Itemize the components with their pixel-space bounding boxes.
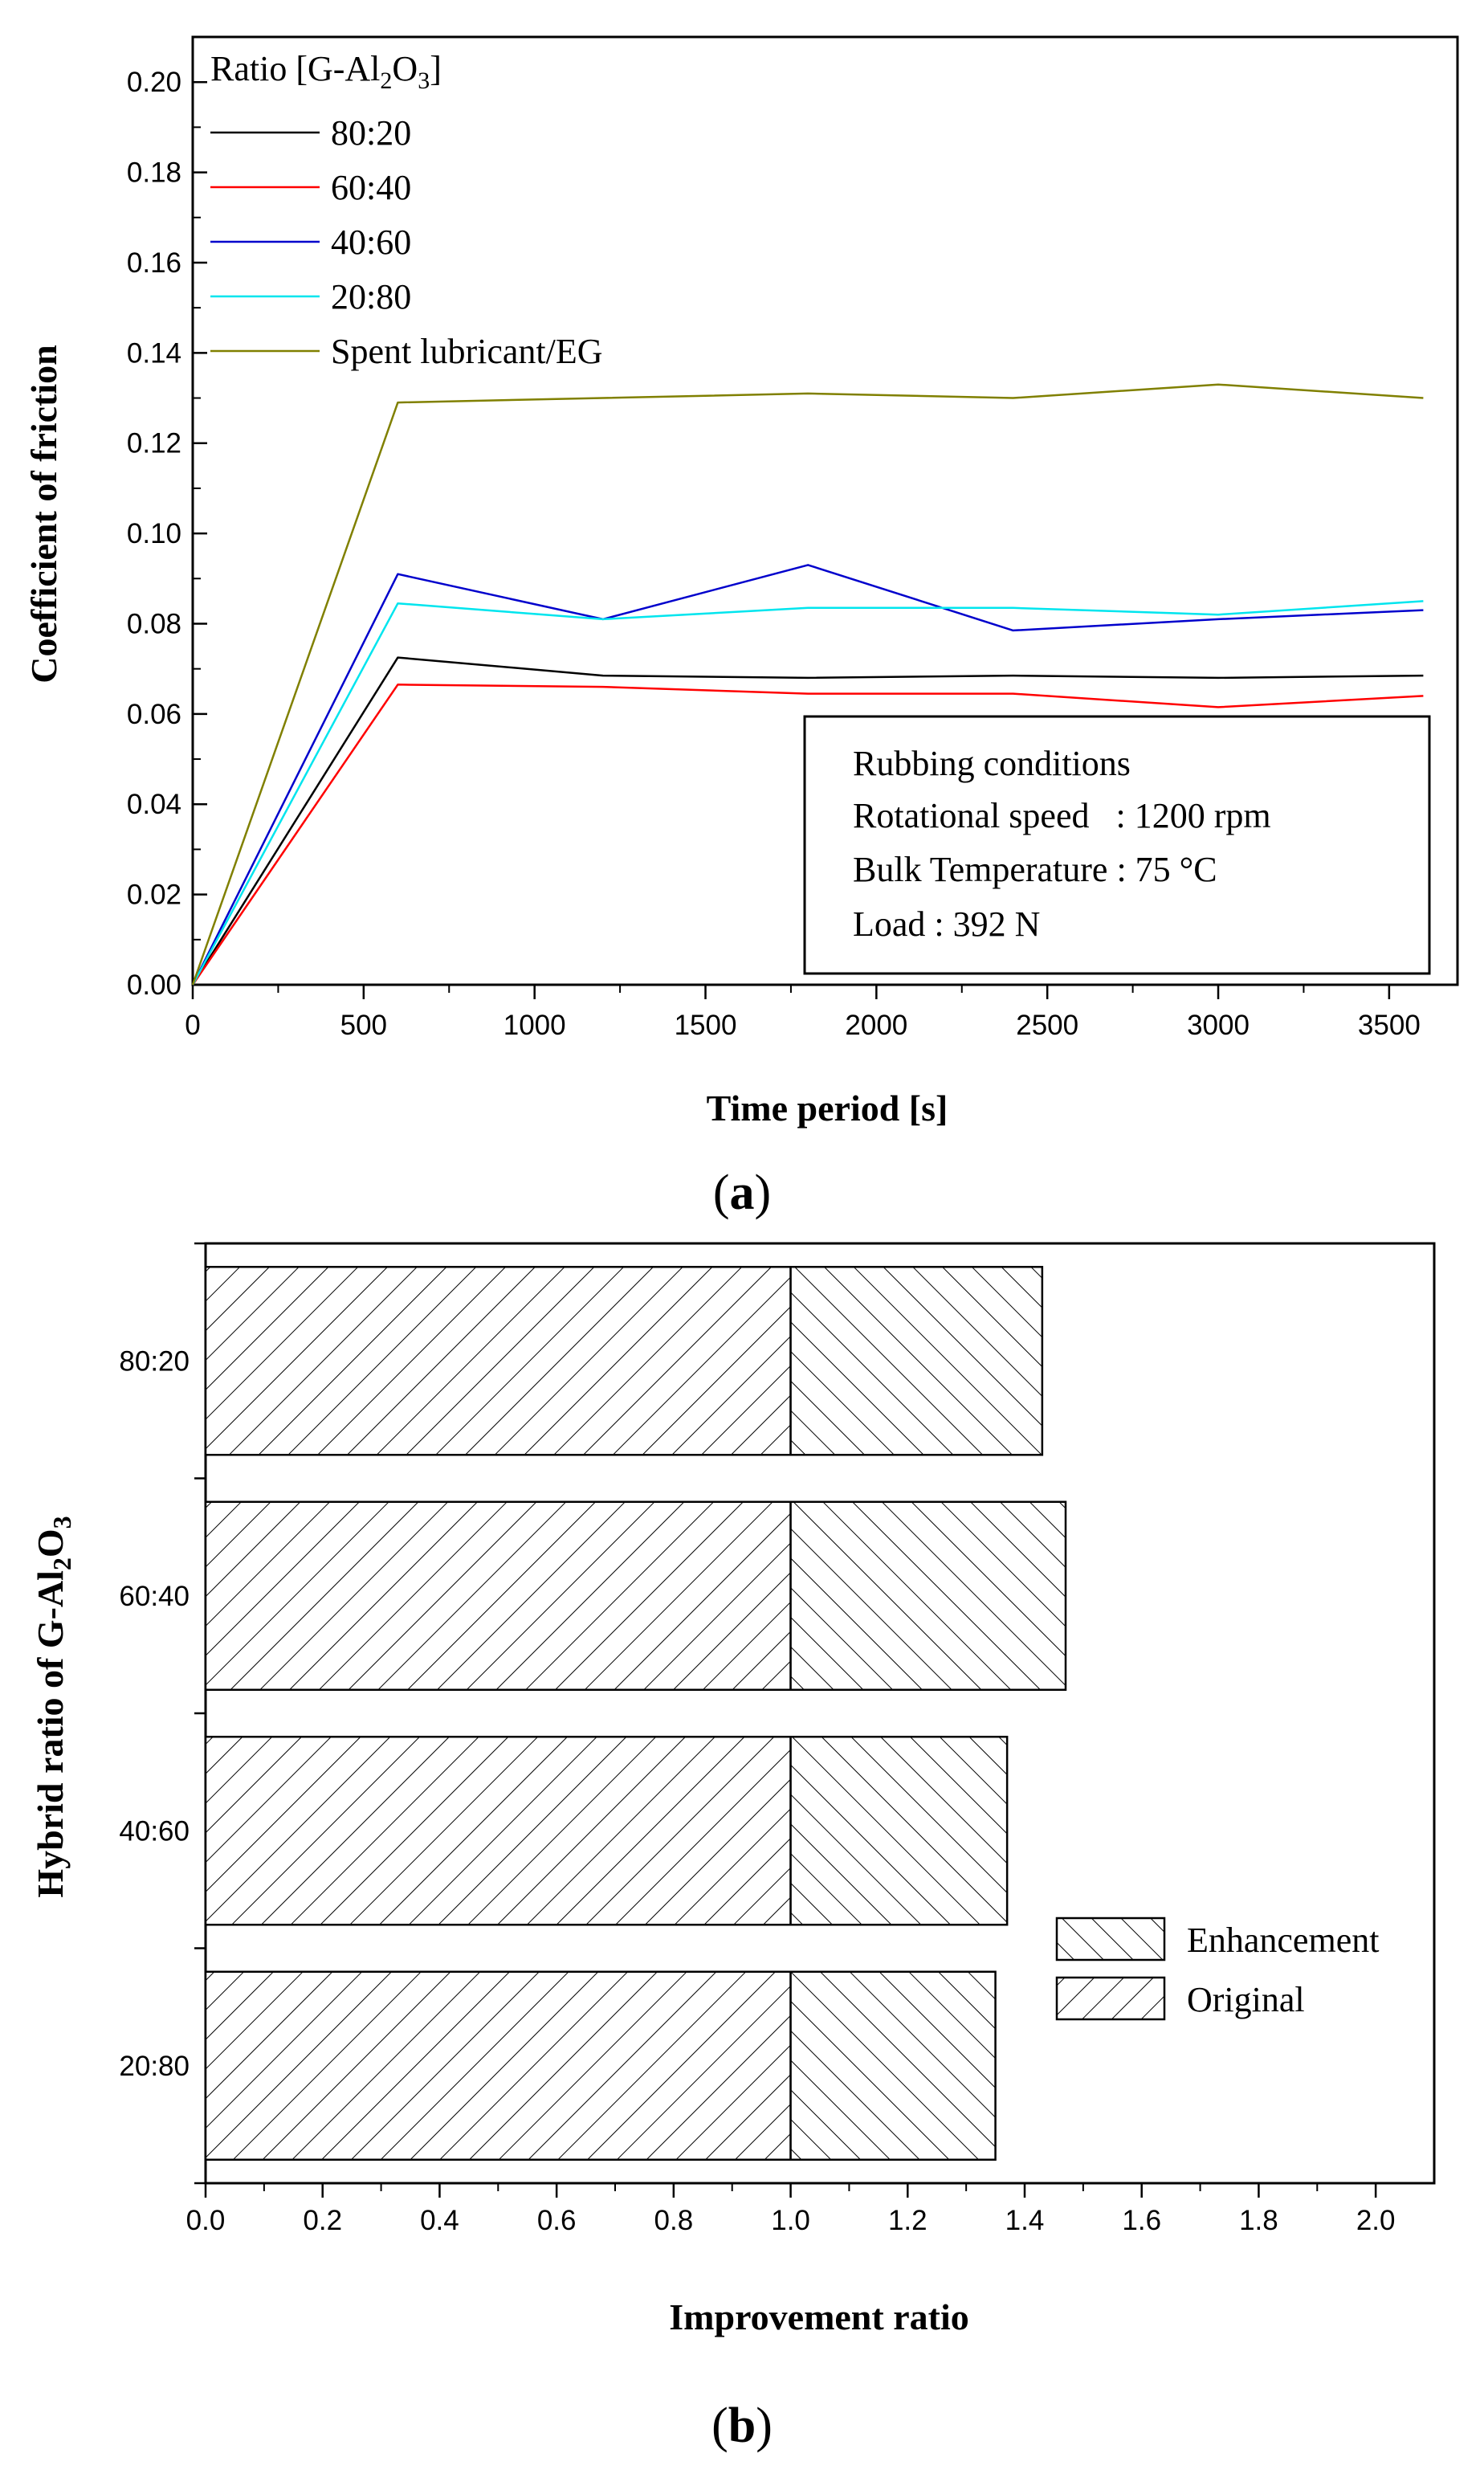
bar-enhancement-20-80: [789, 1970, 997, 2161]
legend-swatch-enhancement: [1055, 1917, 1166, 1961]
bar-original-20-80: [204, 1970, 792, 2161]
legend-label: 80:20: [331, 113, 411, 153]
y-tick-label: 0.00: [127, 969, 181, 1001]
chart-a-legend: Ratio [G-Al2O3] 80:20 60:40 40:60 20:80 Spen…: [210, 49, 603, 371]
bar-original-40-60: [204, 1736, 792, 1926]
legend-swatch-original: [1055, 1976, 1166, 2021]
chart-b-y-axis: 80:20 60:40 40:60 20:80: [119, 1242, 206, 2185]
x-tick-label: 1.8: [1239, 2205, 1278, 2236]
legend-label-original: Original: [1187, 1980, 1305, 2019]
x-tick-label: 1.6: [1122, 2205, 1161, 2236]
x-tick-label: 0.8: [654, 2205, 694, 2236]
y-tick-label: 0.16: [127, 247, 181, 279]
x-tick-label: 0.4: [420, 2205, 459, 2236]
rubbing-heading: Rubbing conditions: [853, 744, 1131, 783]
chart-b: 0.0 0.2 0.4 0.6 0.8 1.0 1.2 1.4 1.6 1.8 2.0 80:20 6…: [30, 1242, 1436, 2453]
y-tick-label: 0.02: [127, 880, 181, 911]
legend-title: Ratio [G-Al2O3]: [210, 49, 442, 94]
category-label: 40:60: [119, 1815, 190, 1847]
series-line-40-60: [191, 564, 1424, 986]
chart-b-x-axis-title: Improvement ratio: [669, 2296, 968, 2337]
panel-label-b: (b): [711, 2398, 773, 2453]
y-tick-label: 0.12: [127, 428, 181, 459]
legend-label-enhancement: Enhancement: [1187, 1921, 1379, 1960]
x-tick-label: 3000: [1187, 1010, 1250, 1041]
rubbing-load: Load : 392 N: [853, 904, 1040, 944]
chart-b-legend: Enhancement Original: [1055, 1917, 1379, 2021]
x-tick-label: 1.0: [771, 2205, 810, 2236]
category-label: 80:20: [119, 1345, 190, 1377]
chart-b-x-axis: 0.0 0.2 0.4 0.6 0.8 1.0 1.2 1.4 1.6 1.8 2.0: [186, 2183, 1396, 2236]
chart-b-bars: [204, 1266, 1067, 2161]
y-tick-label: 0.10: [127, 518, 181, 549]
rubbing-speed: Rotational speed : 1200 rpm: [853, 796, 1271, 835]
rubbing-conditions-box: Rubbing conditions Rotational speed : 12…: [803, 715, 1431, 975]
bar-enhancement-60-40: [789, 1500, 1067, 1691]
bar-enhancement-80-20: [789, 1266, 1044, 1456]
series-line-20-80: [191, 600, 1424, 986]
chart-a-series: [191, 383, 1424, 986]
y-tick-label: 0.08: [127, 608, 181, 639]
y-tick-label: 0.14: [127, 337, 181, 369]
x-tick-label: 0.0: [186, 2205, 226, 2236]
x-tick-label: 1000: [503, 1010, 566, 1041]
chart-a-plot-frame: [191, 35, 1459, 986]
chart-b-y-axis-title: Hybrid ratio of G-Al2O3: [30, 1516, 76, 1897]
series-line-60-40: [191, 684, 1424, 986]
x-tick-label: 1.2: [888, 2205, 928, 2236]
x-tick-label: 2.0: [1356, 2205, 1396, 2236]
panel-label-a-letter: a: [730, 1165, 755, 1220]
x-tick-label: 0: [185, 1010, 200, 1041]
y-tick-label: 0.06: [127, 699, 181, 730]
x-tick-label: 0.6: [537, 2205, 577, 2236]
chart-a: 0.00 0.02 0.04 0.06 0.08 0.10 0.12 0.14 0.16 0.18…: [23, 35, 1459, 1220]
rubbing-temperature: Bulk Temperature : 75 °C: [853, 850, 1217, 889]
legend-label: 20:80: [331, 277, 411, 316]
category-label: 20:80: [119, 2051, 190, 2082]
x-tick-label: 1.4: [1005, 2205, 1045, 2236]
chart-a-x-axis: 0 500 1000 1500 2000 2500 3000 3500: [185, 985, 1421, 1041]
rubbing-conditions-frame: [803, 715, 1431, 975]
series-line-spent-lubricant-eg: [191, 383, 1424, 986]
y-tick-label: 0.04: [127, 789, 181, 820]
series-line-80-20: [191, 656, 1424, 986]
bar-original-80-20: [204, 1266, 792, 1456]
legend-label: Spent lubricant/EG: [331, 332, 603, 371]
x-tick-label: 2000: [845, 1010, 907, 1041]
legend-items: 80:20 60:40 40:60 20:80 Spent lubricant/EG: [210, 113, 603, 371]
x-tick-label: 2500: [1016, 1010, 1078, 1041]
panel-label-a: (a): [713, 1165, 771, 1220]
y-tick-label: 0.20: [127, 67, 181, 98]
chart-a-x-axis-title: Time period [s]: [707, 1088, 948, 1129]
y-tick-label: 0.18: [127, 157, 181, 189]
panel-label-b-letter: b: [728, 2398, 756, 2453]
chart-a-y-axis-title: Coefficient of friction: [23, 345, 64, 684]
chart-a-y-axis: 0.00 0.02 0.04 0.06 0.08 0.10 0.12 0.14 0.16 0.18…: [127, 67, 207, 1001]
bar-original-60-40: [204, 1500, 792, 1691]
category-label: 60:40: [119, 1581, 190, 1612]
legend-label: 60:40: [331, 168, 411, 207]
legend-label: 40:60: [331, 222, 411, 262]
bar-enhancement-40-60: [789, 1736, 1009, 1926]
x-tick-label: 3500: [1358, 1010, 1421, 1041]
x-tick-label: 1500: [675, 1010, 737, 1041]
x-tick-label: 0.2: [303, 2205, 342, 2236]
x-tick-label: 500: [340, 1010, 387, 1041]
